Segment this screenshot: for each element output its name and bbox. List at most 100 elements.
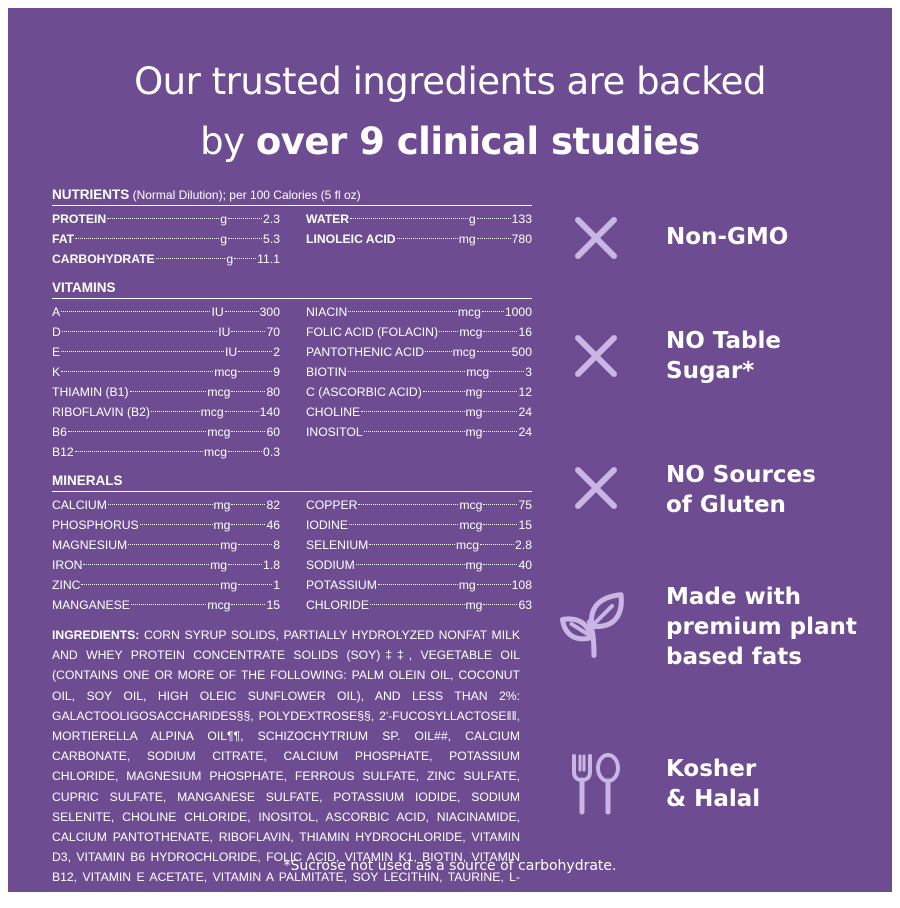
claim-line: Kosher bbox=[666, 756, 757, 782]
nutrient-unit: mcg bbox=[456, 538, 480, 552]
nutrient-unit: g bbox=[220, 212, 228, 226]
nutrients-title-text: NUTRIENTS bbox=[52, 187, 130, 202]
nutrient-name: SODIUM bbox=[306, 558, 355, 572]
nutrient-row: A IU 300 bbox=[52, 302, 280, 322]
nutrient-name: PHOSPHORUS bbox=[52, 518, 139, 532]
claim-line: Non-GMO bbox=[666, 224, 789, 250]
dot-leader bbox=[231, 504, 266, 505]
nutrient-row: RIBOFLAVIN (B2) mcg 140 bbox=[52, 402, 280, 422]
dot-leader bbox=[61, 331, 218, 332]
headline-line-2-normal: by bbox=[200, 120, 256, 163]
dot-leader bbox=[67, 431, 207, 432]
nutrient-row: FOLIC ACID (FOLACIN) mcg 16 bbox=[306, 322, 532, 342]
nutrient-row: E IU 2 bbox=[52, 342, 280, 362]
nutrient-name: CHLORIDE bbox=[306, 598, 369, 612]
nutrient-row: IRON mg 1.8 bbox=[52, 555, 280, 575]
dot-leader bbox=[238, 544, 273, 545]
dot-leader bbox=[224, 411, 259, 412]
nutrient-unit: mg bbox=[220, 538, 238, 552]
vitamins-right-column: NIACIN mcg 1000 FOLIC ACID (FOLACIN) mcg 16 PA… bbox=[306, 302, 532, 462]
dot-leader bbox=[348, 311, 457, 312]
nutrient-row: SODIUM mg 40 bbox=[306, 555, 532, 575]
dot-leader bbox=[483, 411, 518, 412]
nutrient-name: C (ASCORBIC ACID) bbox=[306, 385, 422, 399]
nutrient-value: 60 bbox=[266, 425, 280, 439]
claim-line: Sugar* bbox=[666, 358, 755, 384]
dot-leader bbox=[476, 218, 511, 219]
claim-no-gluten-text: NO Sources of Gluten bbox=[666, 460, 816, 520]
nutrient-value: 300 bbox=[259, 305, 280, 319]
nutrient-name: IRON bbox=[52, 558, 83, 572]
nutrient-row: SELENIUM mcg 2.8 bbox=[306, 535, 532, 555]
x-mark-icon bbox=[575, 335, 617, 377]
nutrient-unit: mg bbox=[210, 558, 228, 572]
nutrient-value: 780 bbox=[511, 232, 532, 246]
nutrient-name: NIACIN bbox=[306, 305, 348, 319]
dot-leader bbox=[81, 584, 220, 585]
dot-leader bbox=[107, 218, 220, 219]
nutrient-unit: mg bbox=[465, 385, 483, 399]
dot-leader bbox=[231, 431, 266, 432]
nutrient-name: CHOLINE bbox=[306, 405, 361, 419]
nutrient-unit: mg bbox=[465, 558, 483, 572]
nutrient-row: IODINE mcg 15 bbox=[306, 515, 532, 535]
nutrient-unit: mcg bbox=[466, 365, 490, 379]
dot-leader bbox=[238, 371, 273, 372]
nutrients-title: NUTRIENTS (Normal Dilution); per 100 Cal… bbox=[52, 186, 532, 206]
infographic-panel: Our trusted ingredients are backed by ov… bbox=[8, 8, 892, 905]
dot-leader bbox=[228, 564, 263, 565]
x-mark-icon bbox=[575, 467, 617, 509]
nutrient-unit: mcg bbox=[452, 345, 476, 359]
nutrient-row: MANGANESE mcg 15 bbox=[52, 595, 280, 615]
nutrient-row: POTASSIUM mg 108 bbox=[306, 575, 532, 595]
claim-no-table-sugar-text: NO Table Sugar* bbox=[666, 326, 781, 386]
nutrient-name: INOSITOL bbox=[306, 425, 363, 439]
nutrient-row: FAT g 5.3 bbox=[52, 229, 280, 249]
dot-leader bbox=[476, 584, 511, 585]
minerals-grid: CALCIUM mg 82 PHOSPHORUS mg 46 MAGNESIUM mg 8 IRO… bbox=[52, 495, 532, 615]
dot-leader bbox=[476, 238, 511, 239]
claim-plant-based-fats-text: Made with premium plant based fats bbox=[666, 582, 857, 672]
dot-leader bbox=[476, 351, 511, 352]
nutrients-right-column: WATER g 133 LINOLEIC ACID mg 780 bbox=[306, 209, 532, 269]
nutrient-unit: mcg bbox=[457, 305, 481, 319]
nutrient-unit: mg bbox=[213, 498, 231, 512]
dot-leader bbox=[439, 331, 459, 332]
nutrient-value: 5.3 bbox=[263, 232, 280, 246]
nutrient-name: SELENIUM bbox=[306, 538, 369, 552]
dot-leader bbox=[377, 584, 458, 585]
nutrient-unit: mcg bbox=[204, 445, 228, 459]
dot-leader bbox=[483, 504, 518, 505]
nutrient-unit: mcg bbox=[207, 598, 231, 612]
nutrient-row: C (ASCORBIC ACID) mg 12 bbox=[306, 382, 532, 402]
dot-leader bbox=[228, 238, 263, 239]
nutrient-name: WATER bbox=[306, 212, 350, 226]
dot-leader bbox=[238, 351, 273, 352]
nutrient-name: FAT bbox=[52, 232, 75, 246]
nutrient-unit: mg bbox=[458, 578, 476, 592]
nutrients-subtitle: (Normal Dilution); per 100 Calories (5 f… bbox=[129, 188, 361, 202]
nutrient-name: MANGANESE bbox=[52, 598, 130, 612]
nutrient-name: BIOTIN bbox=[306, 365, 347, 379]
dot-leader bbox=[480, 544, 515, 545]
nutrient-unit: mg bbox=[465, 425, 483, 439]
nutrient-value: 40 bbox=[518, 558, 532, 572]
dot-leader bbox=[129, 391, 207, 392]
footnote: *Sucrose not used as a source of carbohy… bbox=[283, 858, 617, 874]
nutrient-row: CHLORIDE mg 63 bbox=[306, 595, 532, 615]
nutrient-unit: mcg bbox=[207, 425, 231, 439]
claim-non-gmo-text: Non-GMO bbox=[666, 222, 788, 252]
dot-leader bbox=[369, 604, 465, 605]
nutrient-value: 9 bbox=[273, 365, 280, 379]
minerals-left-column: CALCIUM mg 82 PHOSPHORUS mg 46 MAGNESIUM mg 8 IRO… bbox=[52, 495, 280, 615]
nutrient-row: CALCIUM mg 82 bbox=[52, 495, 280, 515]
nutrients-left-column: PROTEIN g 2.3 FAT g 5.3 CARBOHYDRATE g 11.1 bbox=[52, 209, 280, 269]
nutrient-row: CHOLINE mg 24 bbox=[306, 402, 532, 422]
dot-leader bbox=[234, 258, 257, 259]
nutrient-value: 15 bbox=[266, 598, 280, 612]
nutrient-row: ZINC mg 1 bbox=[52, 575, 280, 595]
claim-line: Made with bbox=[666, 584, 801, 610]
nutrient-name: PANTOTHENIC ACID bbox=[306, 345, 425, 359]
nutrient-unit: mcg bbox=[207, 385, 231, 399]
